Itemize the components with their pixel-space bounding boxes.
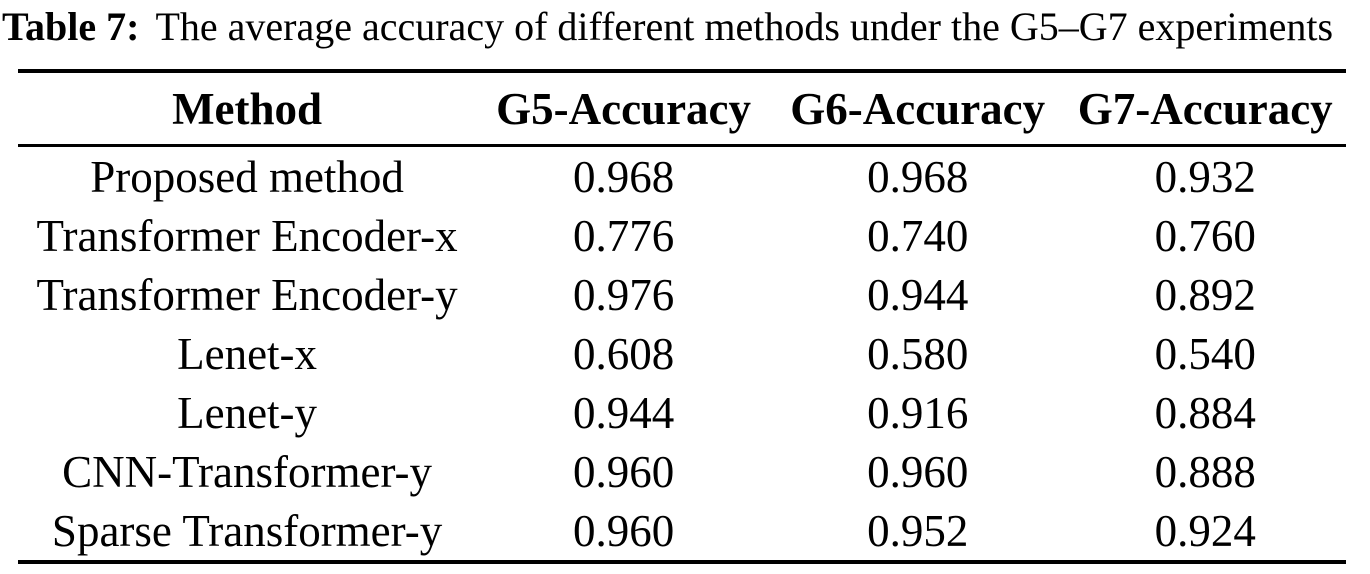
- g7-accuracy-cell: 0.760: [1154, 210, 1256, 261]
- g6-accuracy-cell: 0.952: [867, 505, 969, 556]
- method-cell: Proposed method: [90, 151, 404, 202]
- g5-accuracy-cell: 0.960: [572, 505, 675, 556]
- g5-accuracy-cell: 0.968: [572, 151, 675, 202]
- results-table: Method G5-Accuracy G6-Accuracy G7-Accura…: [18, 69, 1346, 564]
- g5-accuracy-cell: 0.776: [572, 210, 675, 261]
- table-caption-text: The average accuracy of different method…: [155, 4, 1334, 49]
- g6-accuracy-cell: 0.580: [867, 328, 969, 379]
- method-cell: Lenet-y: [177, 387, 318, 438]
- method-cell: CNN-Transformer-y: [62, 446, 433, 497]
- table-row-lenet-y: Lenet-y 0.944 0.916 0.884: [18, 383, 1346, 442]
- g5-accuracy-cell: 0.960: [572, 446, 675, 497]
- column-header-method: Method: [18, 71, 477, 147]
- table-row-lenet-x: Lenet-x 0.608 0.580 0.540: [18, 324, 1346, 383]
- g7-accuracy-cell: 0.884: [1154, 387, 1256, 438]
- table-row-sparse-transformer-y: Sparse Transformer-y 0.960 0.952 0.924: [18, 501, 1346, 562]
- column-header-g5-accuracy: G5-Accuracy: [476, 71, 771, 147]
- column-header-g7-accuracy: G7-Accuracy: [1064, 71, 1346, 147]
- g6-accuracy-cell: 0.944: [867, 269, 969, 320]
- table-row-transformer-encoder-x: Transformer Encoder-x 0.776 0.740 0.760: [18, 206, 1346, 265]
- method-cell: Lenet-x: [177, 328, 318, 379]
- g5-accuracy-cell: 0.944: [572, 387, 675, 438]
- g7-accuracy-cell: 0.888: [1154, 446, 1256, 497]
- g7-accuracy-cell: 0.540: [1154, 328, 1256, 379]
- column-header-g6-accuracy: G6-Accuracy: [770, 71, 1065, 147]
- table-caption: Table 7: The average accuracy of differen…: [0, 0, 1370, 69]
- g5-accuracy-cell: 0.976: [572, 269, 675, 320]
- table-row-proposed-method: Proposed method 0.968 0.968 0.932: [18, 146, 1346, 207]
- method-cell: Transformer Encoder-y: [36, 269, 458, 320]
- g6-accuracy-cell: 0.740: [867, 210, 969, 261]
- g7-accuracy-cell: 0.924: [1154, 505, 1256, 556]
- method-cell: Transformer Encoder-x: [36, 210, 458, 261]
- g7-accuracy-cell: 0.892: [1154, 269, 1256, 320]
- g7-accuracy-cell: 0.932: [1154, 151, 1256, 202]
- table-row-cnn-transformer-y: CNN-Transformer-y 0.960 0.960 0.888: [18, 442, 1346, 501]
- table-header-row: Method G5-Accuracy G6-Accuracy G7-Accura…: [18, 71, 1346, 147]
- table-row-transformer-encoder-y: Transformer Encoder-y 0.976 0.944 0.892: [18, 265, 1346, 324]
- table-caption-label: Table 7:: [2, 4, 140, 49]
- g5-accuracy-cell: 0.608: [572, 328, 675, 379]
- g6-accuracy-cell: 0.968: [867, 151, 969, 202]
- g6-accuracy-cell: 0.916: [867, 387, 969, 438]
- g6-accuracy-cell: 0.960: [867, 446, 969, 497]
- method-cell: Sparse Transformer-y: [51, 505, 443, 556]
